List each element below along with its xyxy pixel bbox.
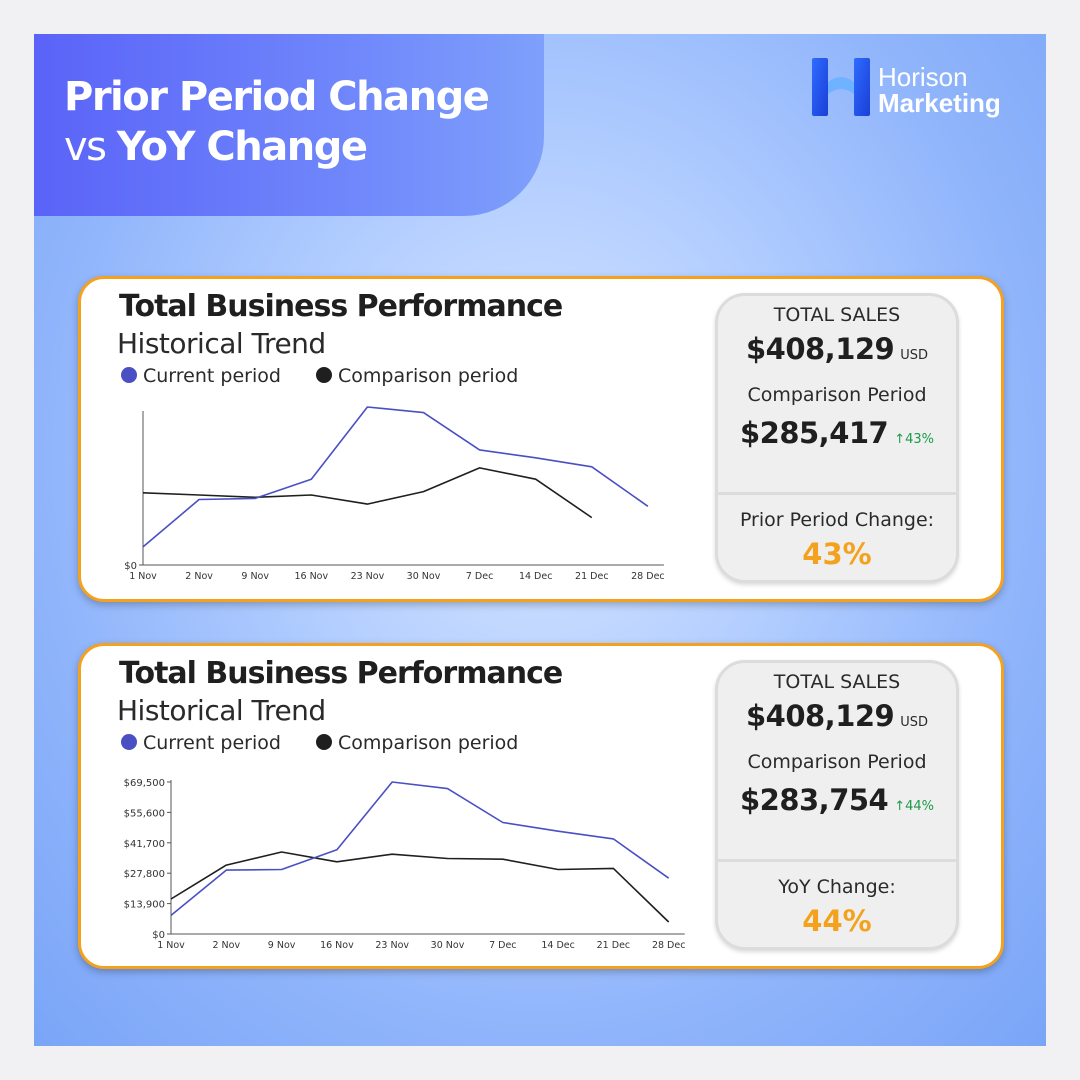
- stats-box: TOTAL SALES $408,129 USD Comparison Perio…: [715, 293, 959, 583]
- comparison-period-value: $285,417 ↑43%: [718, 416, 956, 450]
- y-tick-label: $55,600: [124, 808, 165, 819]
- x-tick-label: 23 Nov: [351, 571, 385, 582]
- change-value: 43%: [802, 537, 872, 571]
- series-line-comparison: [142, 467, 593, 519]
- x-tick-label: 1 Nov: [157, 940, 185, 951]
- comparison-amount: $285,417: [739, 416, 889, 450]
- legend-label-comparison: Comparison period: [338, 732, 519, 754]
- stats-totals: TOTAL SALES $408,129 USD Comparison Perio…: [718, 296, 956, 492]
- total-sales-label: TOTAL SALES: [773, 304, 901, 326]
- y-tick-label: $27,800: [124, 869, 165, 880]
- x-tick-label: 28 Dec: [631, 571, 665, 582]
- panel-title: Total Business Performance: [119, 656, 563, 691]
- x-tick-label: 9 Nov: [241, 571, 269, 582]
- total-sales-value: $408,129 USD: [718, 332, 956, 366]
- series-line-current: [142, 406, 649, 548]
- comparison-delta: ↑43%: [894, 432, 935, 447]
- change-value: 44%: [802, 904, 872, 938]
- stats-totals: TOTAL SALES $408,129 USD Comparison Perio…: [718, 663, 956, 859]
- x-tick-label: 14 Dec: [519, 571, 553, 582]
- brand-logo: Horison Marketing: [812, 58, 1022, 120]
- x-tick-label: 7 Dec: [489, 940, 516, 951]
- comparison-period-value: $283,754 ↑44%: [718, 783, 956, 817]
- legend-dot-current: [121, 734, 137, 750]
- comparison-delta: ↑44%: [894, 799, 935, 814]
- x-tick-label: 9 Nov: [268, 940, 296, 951]
- y-tick-label: $0: [152, 930, 165, 941]
- panel-title: Total Business Performance: [119, 289, 563, 324]
- title-banner: Prior Period Change vs YoY Change: [34, 34, 544, 216]
- legend-current: Current period: [121, 732, 281, 754]
- x-tick-label: 30 Nov: [431, 940, 465, 951]
- page-title-line2: vs YoY Change: [64, 124, 368, 170]
- y-tick-label: $0: [124, 561, 137, 572]
- x-tick-label: 2 Nov: [185, 571, 213, 582]
- legend-label-comparison: Comparison period: [338, 365, 519, 387]
- x-tick-label: 30 Nov: [407, 571, 441, 582]
- x-tick-label: 16 Nov: [294, 571, 328, 582]
- line-chart: $01 Nov 2 Nov 9 Nov 16 Nov 23 Nov 30 Nov 7 Dec…: [124, 406, 665, 582]
- comparison-amount: $283,754: [739, 783, 889, 817]
- panel-subtitle: Historical Trend: [117, 694, 326, 727]
- legend-dot-comparison: [316, 367, 333, 383]
- legend-label-current: Current period: [143, 365, 281, 387]
- comparison-period-label: Comparison Period: [747, 751, 927, 773]
- stats-box: TOTAL SALES $408,129 USD Comparison Perio…: [715, 660, 959, 950]
- legend-comparison: Comparison period: [316, 732, 518, 754]
- y-tick-label: $69,500: [124, 778, 165, 789]
- horison-logo-icon: [812, 58, 870, 116]
- currency-unit: USD: [900, 348, 929, 363]
- stats-divider: [718, 859, 956, 862]
- panel-yoy: Total Business Performance Historical Tr…: [78, 643, 1004, 969]
- currency-unit: USD: [900, 715, 929, 730]
- legend-current: Current period: [121, 365, 281, 387]
- logo-text-line2: Marketing: [878, 88, 1001, 118]
- y-tick-label: $41,700: [124, 839, 165, 850]
- line-chart: $0 $13,900 $27,800 $41,700 $55,600 $69,500 1 N…: [124, 778, 686, 951]
- legend-dot-comparison: [316, 734, 333, 750]
- panel-prior-period: Total Business Performance Historical Tr…: [78, 276, 1004, 602]
- x-tick-label: 7 Dec: [466, 571, 493, 582]
- infographic-frame: Prior Period Change vs YoY Change Horiso…: [34, 34, 1046, 1046]
- stats-change: YoY Change: 44%: [718, 862, 956, 947]
- stats-change: Prior Period Change: 43%: [718, 495, 956, 580]
- x-tick-label: 1 Nov: [129, 571, 157, 582]
- chart-legend: Current period Comparison period: [121, 732, 548, 758]
- x-tick-label: 21 Dec: [597, 940, 631, 951]
- total-sales-amount: $408,129: [745, 699, 895, 733]
- legend-comparison: Comparison period: [316, 365, 518, 387]
- series-line-comparison: [170, 851, 670, 923]
- page-title-line1: Prior Period Change: [64, 74, 490, 120]
- total-sales-label: TOTAL SALES: [773, 671, 901, 693]
- x-tick-label: 28 Dec: [652, 940, 686, 951]
- total-sales-value: $408,129 USD: [718, 699, 956, 733]
- comparison-period-label: Comparison Period: [747, 384, 927, 406]
- series-line-current: [170, 781, 670, 917]
- stats-divider: [718, 492, 956, 495]
- panel-subtitle: Historical Trend: [117, 327, 326, 360]
- y-tick-label: $13,900: [124, 900, 165, 911]
- total-sales-amount: $408,129: [745, 332, 895, 366]
- x-tick-label: 16 Nov: [320, 940, 354, 951]
- x-tick-label: 23 Nov: [375, 940, 409, 951]
- change-label: Prior Period Change:: [739, 509, 935, 531]
- legend-dot-current: [121, 367, 137, 383]
- change-label: YoY Change:: [778, 876, 896, 898]
- x-tick-label: 21 Dec: [575, 571, 609, 582]
- x-tick-label: 14 Dec: [541, 940, 575, 951]
- chart-legend: Current period Comparison period: [121, 365, 548, 391]
- logo-text-line1: Horison: [878, 62, 968, 92]
- legend-label-current: Current period: [143, 732, 281, 754]
- x-tick-label: 2 Nov: [212, 940, 240, 951]
